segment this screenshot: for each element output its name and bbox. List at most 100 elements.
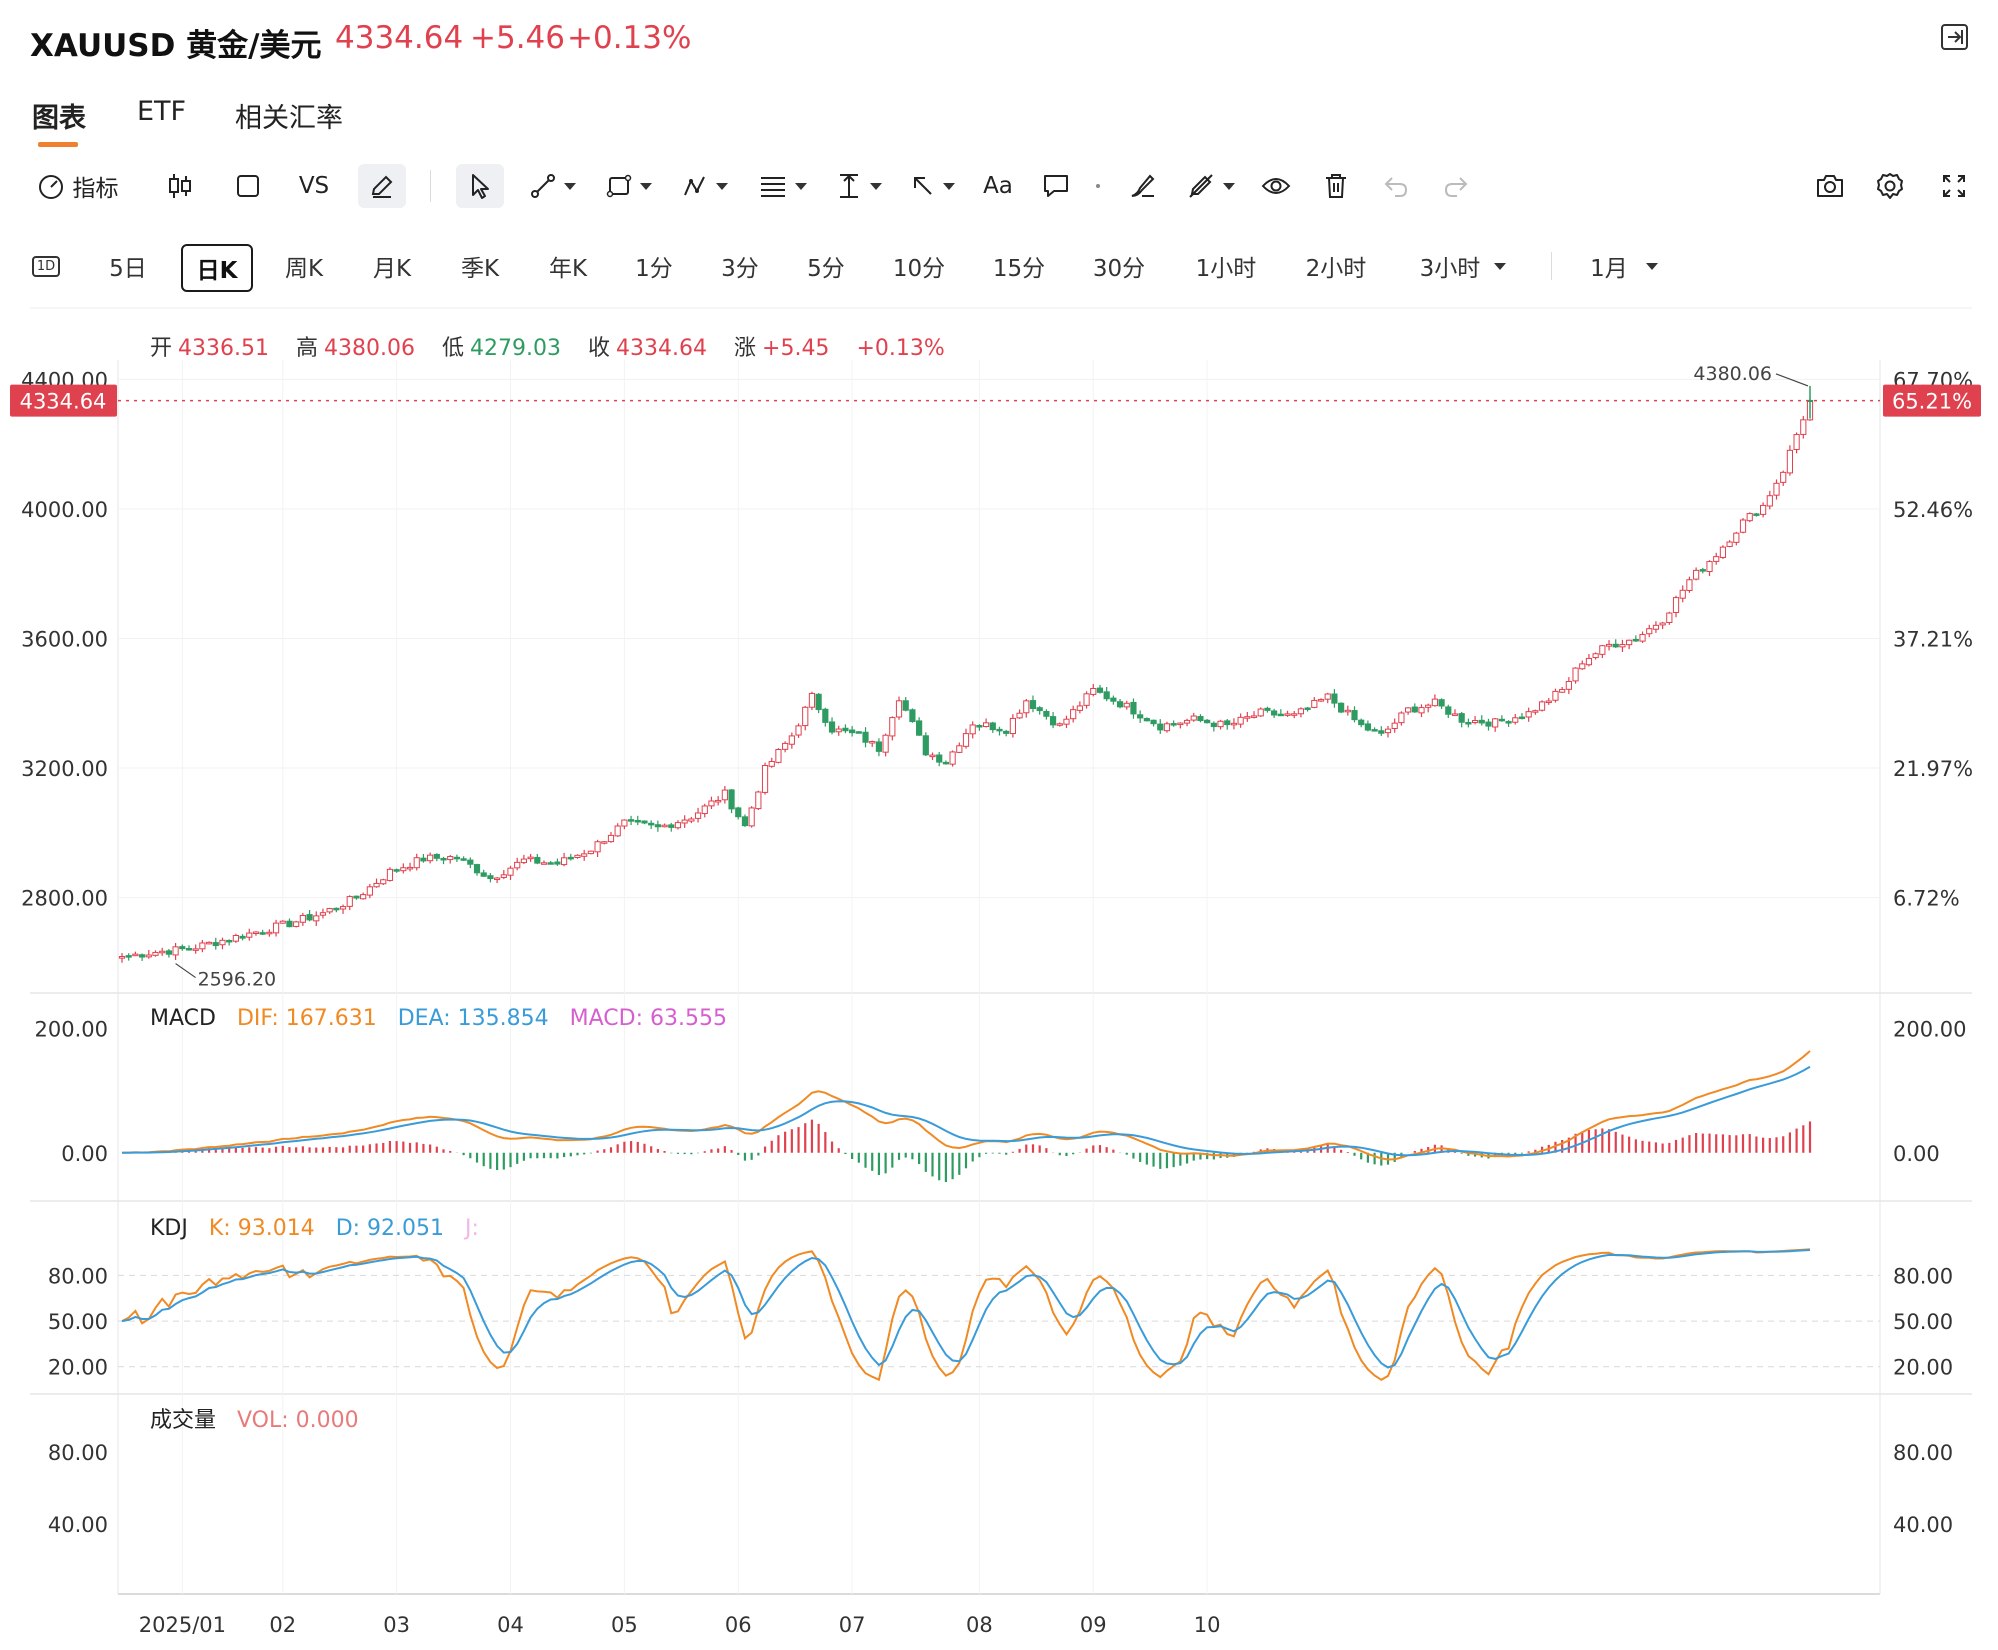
candle-body bbox=[1116, 701, 1124, 708]
chart-style-button[interactable] bbox=[228, 164, 268, 208]
macd-dif-line bbox=[121, 1050, 1811, 1161]
redo-icon bbox=[1444, 177, 1468, 197]
candle-body bbox=[1780, 471, 1787, 483]
candle-body bbox=[393, 869, 400, 872]
high-label: 高 bbox=[296, 336, 319, 361]
drawing-toggle-button[interactable] bbox=[358, 164, 406, 208]
pattern-icon bbox=[684, 176, 705, 196]
settings-button[interactable] bbox=[1870, 164, 1910, 208]
candle-body bbox=[520, 858, 528, 864]
candle-body bbox=[1699, 569, 1706, 572]
compare-button[interactable]: VS bbox=[292, 164, 336, 208]
cursor-tool-button[interactable] bbox=[456, 164, 504, 208]
candle-body bbox=[1612, 643, 1619, 648]
measure-tool-button[interactable] bbox=[830, 164, 888, 208]
period-1min[interactable]: 1分 bbox=[635, 256, 673, 282]
close-value: 4334.64 bbox=[616, 336, 707, 361]
time-tick-label: 2025/01 bbox=[139, 1613, 226, 1637]
candle-body bbox=[299, 914, 306, 923]
candle-body bbox=[929, 754, 936, 758]
candle-body bbox=[1217, 720, 1224, 728]
macd-tick-label: 200.00 bbox=[1893, 1018, 1966, 1042]
period-daily[interactable]: 日K bbox=[181, 244, 253, 292]
pattern-tool-button[interactable] bbox=[676, 164, 734, 208]
period-3hour-dropdown[interactable]: 3小时 bbox=[1408, 244, 1518, 288]
brush-tool-button[interactable] bbox=[1120, 164, 1164, 208]
candle-body bbox=[447, 856, 454, 861]
tab-chart[interactable]: 图表 bbox=[32, 103, 86, 134]
fibonacci-tool-button[interactable] bbox=[752, 164, 814, 208]
text-tool-button[interactable]: Aa bbox=[978, 164, 1018, 208]
tab-etf[interactable]: ETF bbox=[137, 96, 187, 127]
period-monthly[interactable]: 月K bbox=[372, 256, 412, 282]
period-5day[interactable]: 5日 bbox=[109, 256, 147, 282]
comment-tool-button[interactable] bbox=[1036, 164, 1076, 208]
candle-body bbox=[1719, 546, 1727, 558]
candle-body bbox=[768, 761, 775, 767]
speech-bubble-icon bbox=[1044, 175, 1068, 197]
screenshot-button[interactable] bbox=[1810, 164, 1850, 208]
candle-body bbox=[802, 706, 809, 727]
period-weekly[interactable]: 周K bbox=[284, 256, 324, 282]
period-10min[interactable]: 10分 bbox=[892, 256, 946, 282]
candle-body bbox=[748, 807, 755, 827]
ohlc-readout: 开 4336.51 高 4380.06 低 4279.03 收 4334.64 涨 +5.… bbox=[150, 330, 965, 362]
candle-body bbox=[1317, 699, 1325, 702]
arrow-up-left-icon bbox=[914, 177, 932, 195]
candle-body bbox=[534, 856, 541, 864]
candle-body bbox=[795, 725, 802, 736]
candle-body bbox=[1049, 716, 1057, 726]
candle-body bbox=[1672, 597, 1680, 613]
period-2hour[interactable]: 2小时 bbox=[1305, 256, 1367, 282]
period-1d-button[interactable]: 1D bbox=[28, 244, 64, 288]
trendline-tool-button[interactable] bbox=[524, 164, 582, 208]
candle-body bbox=[152, 951, 159, 956]
delete-drawings-button[interactable] bbox=[1316, 164, 1356, 208]
candle-body bbox=[949, 751, 956, 765]
candle-body bbox=[1197, 716, 1204, 722]
fullscreen-button[interactable] bbox=[1934, 164, 1974, 208]
price-tick-label: 2800.00 bbox=[21, 887, 108, 911]
arrow-tool-button[interactable] bbox=[904, 164, 962, 208]
exit-fullscreen-icon[interactable] bbox=[1940, 22, 1970, 52]
visibility-button[interactable] bbox=[1256, 164, 1296, 208]
candle-body bbox=[239, 935, 246, 939]
tab-related-fx[interactable]: 相关汇率 bbox=[235, 103, 343, 134]
candle-body bbox=[252, 931, 260, 934]
period-15min[interactable]: 15分 bbox=[992, 256, 1046, 282]
candle-body bbox=[346, 896, 353, 907]
candle-body bbox=[118, 956, 126, 959]
price-change-percent: +0.13% bbox=[567, 20, 692, 56]
candle-body bbox=[1639, 633, 1646, 642]
range-dropdown[interactable]: 1月 bbox=[1584, 244, 1664, 288]
shape-tool-button[interactable] bbox=[600, 164, 658, 208]
candle-body bbox=[1739, 519, 1747, 533]
candle-type-button[interactable] bbox=[160, 164, 200, 208]
candle-body bbox=[1150, 719, 1157, 725]
volume-label: 成交量 bbox=[150, 1408, 216, 1433]
period-30min[interactable]: 30分 bbox=[1092, 256, 1146, 282]
period-quarterly[interactable]: 季K bbox=[460, 256, 500, 282]
time-tick-label: 08 bbox=[966, 1613, 993, 1637]
candle-body bbox=[902, 700, 909, 711]
undo-button[interactable] bbox=[1376, 164, 1416, 208]
candle-body bbox=[159, 950, 166, 954]
candle-body bbox=[621, 819, 628, 827]
period-5min[interactable]: 5分 bbox=[807, 256, 845, 282]
candle-body bbox=[1190, 715, 1197, 721]
candle-body bbox=[1056, 723, 1063, 726]
period-3min[interactable]: 3分 bbox=[721, 256, 759, 282]
redo-button[interactable] bbox=[1436, 164, 1476, 208]
candle-body bbox=[165, 950, 172, 955]
indicators-button[interactable]: 指标 bbox=[30, 164, 125, 208]
kdj-tick-label: 20.00 bbox=[48, 1356, 108, 1380]
candle-body bbox=[232, 934, 239, 942]
measure-icon bbox=[840, 174, 858, 198]
period-1hour[interactable]: 1小时 bbox=[1195, 256, 1257, 282]
candle-body bbox=[587, 850, 594, 855]
candle-body bbox=[1411, 706, 1418, 713]
hide-drawings-button[interactable] bbox=[1182, 164, 1240, 208]
candle-body bbox=[1324, 693, 1331, 700]
period-yearly[interactable]: 年K bbox=[548, 256, 588, 282]
